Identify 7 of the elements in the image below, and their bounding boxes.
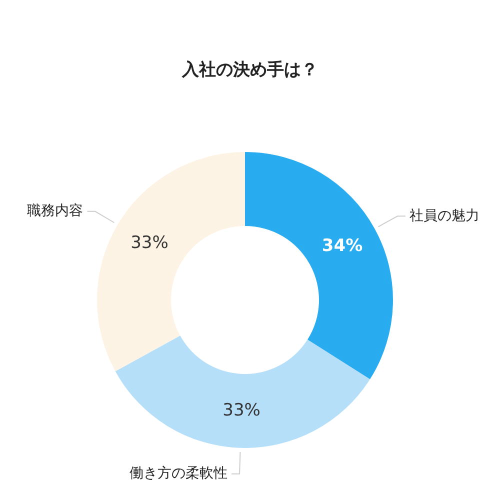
slice-label: 働き方の柔軟性: [130, 466, 228, 482]
slice-label: 社員の魅力: [409, 208, 480, 224]
data-label: 34%: [322, 236, 363, 256]
data-label: 33%: [222, 400, 260, 420]
data-label: 33%: [130, 232, 168, 253]
slice-label: 職務内容: [27, 203, 84, 220]
chart-title: 入社の決め手は？: [180, 59, 319, 81]
